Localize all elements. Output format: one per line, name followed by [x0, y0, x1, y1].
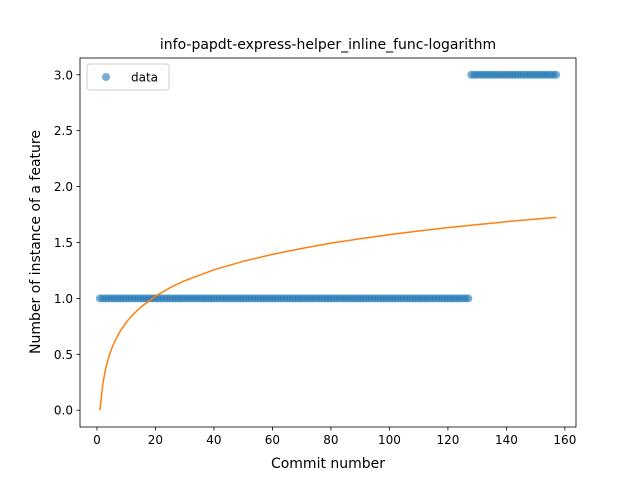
data-point [552, 70, 561, 79]
x-tick-label: 120 [436, 433, 459, 447]
x-axis-label: Commit number [271, 456, 385, 472]
x-tick-label: 60 [265, 433, 280, 447]
y-tick-label: 2.5 [54, 124, 73, 138]
legend-label-data: data [131, 71, 158, 85]
x-tick-label: 100 [378, 433, 401, 447]
y-tick-label: 2.0 [54, 180, 73, 194]
legend-box [86, 63, 170, 91]
y-tick-label: 0.5 [54, 348, 73, 362]
y-tick-label: 3.0 [54, 68, 73, 82]
data-point [464, 294, 473, 303]
axes: 0 20 40 60 80 100 120 140 160 0.0 0.5 1.0 1.5 2.0 2.5 3… [54, 57, 577, 447]
y-tick-label: 1.5 [54, 236, 73, 250]
x-tick-label: 40 [206, 433, 221, 447]
plot-area [95, 70, 561, 411]
x-tick-label: 160 [553, 433, 576, 447]
fit-line [99, 216, 557, 411]
x-tick-label: 80 [323, 433, 338, 447]
y-axis-label: Number of instance of a feature [28, 130, 44, 354]
y-tick-label: 1.0 [54, 292, 73, 306]
y-tick-label: 0.0 [54, 404, 73, 418]
chart-title: info-papdt-express-helper_inline_func-lo… [160, 37, 496, 53]
x-tick-label: 140 [495, 433, 518, 447]
x-tick-label: 0 [93, 433, 101, 447]
legend-marker-data [102, 73, 110, 81]
legend: data [86, 63, 170, 91]
x-tick-label: 20 [148, 433, 163, 447]
